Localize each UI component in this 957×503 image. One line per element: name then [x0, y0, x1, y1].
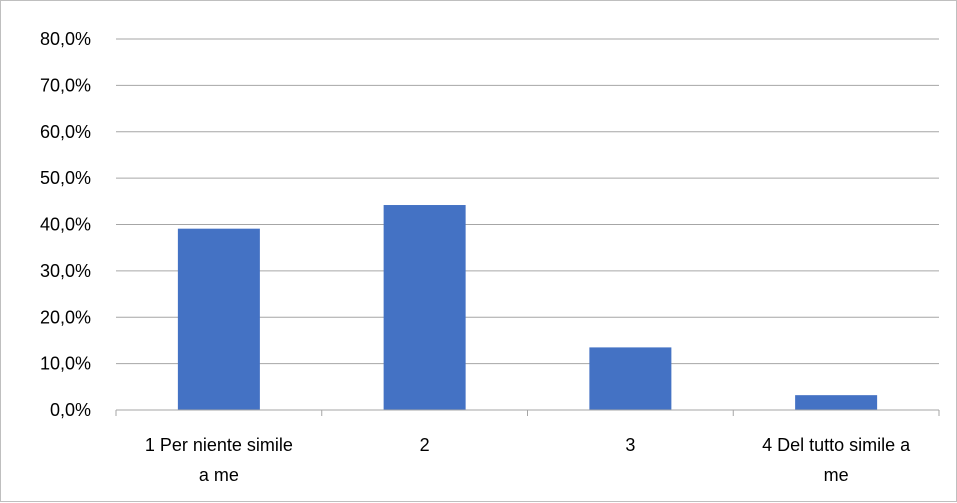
y-tick-labels: 0,0% 10,0% 20,0% 30,0% 40,0% 50,0% 60,0% 70,0% 8…	[40, 29, 91, 420]
y-tick-label: 50,0%	[40, 168, 91, 188]
y-tick-label: 10,0%	[40, 354, 91, 374]
bar	[795, 395, 878, 410]
x-axis	[115, 409, 940, 416]
x-tick-label: 4 Del tutto simile a	[762, 435, 911, 455]
y-tick-label: 80,0%	[40, 29, 91, 49]
bar	[177, 228, 260, 410]
y-tick-label: 40,0%	[40, 215, 91, 235]
bar	[589, 347, 672, 410]
x-tick-label: a me	[199, 465, 239, 485]
x-tick-label: 2	[420, 435, 430, 455]
y-tick-label: 20,0%	[40, 307, 91, 327]
x-tick-label: 3	[625, 435, 635, 455]
y-tick-label: 0,0%	[50, 400, 91, 420]
y-tick-label: 70,0%	[40, 75, 91, 95]
y-tick-label: 60,0%	[40, 122, 91, 142]
x-tick-labels: 1 Per niente simile a me 2 3 4 Del tutto sim…	[145, 435, 911, 485]
bars	[177, 205, 878, 410]
bar	[383, 205, 466, 410]
x-tick-label: me	[824, 465, 849, 485]
x-tick-label: 1 Per niente simile	[145, 435, 293, 455]
y-tick-label: 30,0%	[40, 261, 91, 281]
